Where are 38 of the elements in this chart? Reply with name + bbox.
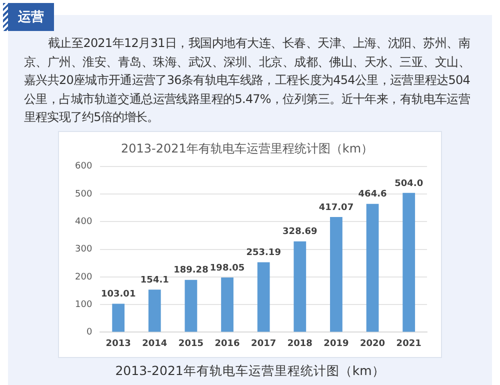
data-label: 417.07 xyxy=(318,202,354,213)
data-label: 328.69 xyxy=(282,227,318,238)
data-label: 464.6 xyxy=(358,190,387,200)
y-tick-label: 200 xyxy=(74,272,92,282)
y-tick-label: 0 xyxy=(86,328,92,338)
y-tick-label: 500 xyxy=(74,189,92,200)
data-label: 504.0 xyxy=(394,178,424,189)
bar xyxy=(257,262,270,332)
x-tick-label: 2013 xyxy=(106,338,131,349)
y-tick-label: 600 xyxy=(74,162,92,172)
bar xyxy=(148,290,161,332)
x-tick-label: 2017 xyxy=(251,338,276,349)
text: 2013-2021年有轨电车运营里程统计图（km） xyxy=(114,363,386,380)
data-label: 103.01 xyxy=(100,290,136,300)
bar xyxy=(402,192,416,332)
x-tick-label: 2019 xyxy=(324,338,349,349)
bar xyxy=(330,216,342,332)
bar xyxy=(221,277,234,332)
y-tick-label: 100 xyxy=(74,300,92,310)
bar xyxy=(366,204,379,332)
x-tick-label: 2014 xyxy=(142,338,168,349)
x-tick-label: 2015 xyxy=(178,338,204,349)
data-label: 154.1 xyxy=(140,275,169,286)
data-label: 198.05 xyxy=(210,263,245,274)
data-label: 189.28 xyxy=(174,266,208,276)
x-tick-label: 2016 xyxy=(214,338,240,349)
x-tick-label: 2020 xyxy=(360,338,386,349)
bar xyxy=(184,280,198,332)
x-tick-label: 2021 xyxy=(396,338,422,349)
data-label: 253.19 xyxy=(246,248,281,258)
x-tick-label: 2018 xyxy=(287,338,312,349)
bar xyxy=(112,304,125,332)
chart-title: 2013-2021年有轨电车运营里程统计图（km） xyxy=(120,141,374,156)
y-tick-label: 300 xyxy=(74,244,92,255)
bar xyxy=(294,241,306,332)
y-tick-label: 400 xyxy=(74,217,92,228)
text: 运营 xyxy=(8,3,54,31)
text: 截止至2021年12月31日，我国内地有大连、长春、天津、上海、沈阳、苏州、南京、广州、淮安、青岛、珠海、武汉、深圳、北京、成都、佛山、天水、三亚、文山、嘉兴共20座城市开通运营了36条有轨电车线路，工程长度为454公里，运营里程达504公里，占城市轨道交通总运营线路里程的5.47%，位列第三。近十年来，有轨电车运营里程实现了约5倍的增长。 xyxy=(24,35,470,126)
